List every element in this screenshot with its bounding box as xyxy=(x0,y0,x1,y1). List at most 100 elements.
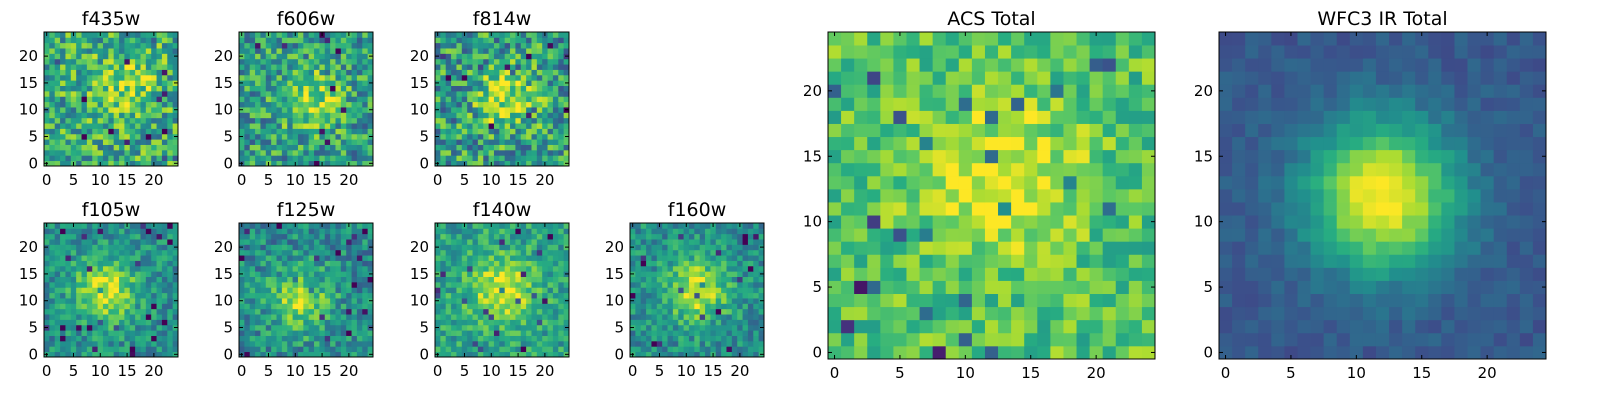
cell xyxy=(172,265,179,272)
cell xyxy=(145,249,152,256)
cell xyxy=(558,303,565,310)
cell xyxy=(971,188,986,203)
cell xyxy=(265,330,272,336)
cell xyxy=(536,64,543,70)
cell xyxy=(1063,345,1077,360)
panel-title: f140w xyxy=(473,199,532,221)
cell xyxy=(499,37,506,44)
cell xyxy=(958,175,973,190)
x-tick-label: 0 xyxy=(433,171,443,189)
cell xyxy=(260,149,267,156)
cell xyxy=(86,351,93,358)
cell xyxy=(880,319,894,334)
cell xyxy=(493,330,500,336)
cell xyxy=(726,340,733,347)
cell xyxy=(81,37,88,44)
cell xyxy=(265,281,272,288)
cell xyxy=(737,292,743,299)
cell xyxy=(854,293,868,308)
cell xyxy=(70,233,77,240)
cell xyxy=(70,265,77,272)
cell xyxy=(346,346,352,353)
cell xyxy=(552,112,559,119)
cell xyxy=(1141,280,1156,294)
cell xyxy=(656,346,663,353)
cell xyxy=(276,144,283,151)
cell xyxy=(113,314,120,320)
cell xyxy=(249,314,256,320)
cell xyxy=(167,298,174,304)
cell xyxy=(678,314,684,320)
cell xyxy=(239,69,245,76)
cell xyxy=(1063,228,1077,242)
cell xyxy=(477,276,484,283)
cell xyxy=(488,255,495,261)
cell xyxy=(97,64,104,70)
cell xyxy=(472,155,479,162)
cell xyxy=(526,133,532,140)
cell xyxy=(493,149,500,156)
cell xyxy=(683,287,690,294)
cell xyxy=(97,260,104,267)
cell xyxy=(260,335,267,342)
cell xyxy=(135,351,141,358)
cell xyxy=(367,42,374,49)
cell xyxy=(1050,306,1064,321)
cell xyxy=(108,351,115,358)
cell xyxy=(151,239,157,245)
cell xyxy=(324,223,331,229)
cell xyxy=(672,249,679,256)
cell xyxy=(287,303,293,310)
cell xyxy=(504,90,511,97)
cell xyxy=(504,223,511,229)
cell xyxy=(119,314,125,320)
cell xyxy=(477,37,484,44)
cell xyxy=(356,101,363,108)
cell xyxy=(324,48,331,54)
cell xyxy=(451,123,457,129)
cell xyxy=(346,112,352,119)
cell xyxy=(102,74,109,81)
cell xyxy=(542,228,548,235)
cell xyxy=(281,53,288,60)
cell xyxy=(308,287,315,294)
cell xyxy=(351,80,358,86)
cell xyxy=(129,340,136,347)
cell xyxy=(356,32,363,38)
cell xyxy=(319,133,326,140)
cell xyxy=(499,155,506,162)
cell xyxy=(167,265,174,272)
cell xyxy=(483,64,489,70)
cell xyxy=(319,64,326,70)
cell xyxy=(640,335,647,342)
cell xyxy=(520,260,527,267)
cell xyxy=(324,42,331,49)
cell xyxy=(906,162,920,177)
heatmap-cells-acs-total xyxy=(828,32,1156,360)
cell xyxy=(281,96,288,103)
cell xyxy=(151,303,157,310)
cell xyxy=(828,202,842,216)
cell xyxy=(651,239,658,245)
cell xyxy=(547,292,554,299)
cell xyxy=(351,314,358,320)
cell xyxy=(526,260,532,267)
cell xyxy=(715,255,722,261)
cell xyxy=(113,233,120,240)
cell xyxy=(542,149,548,156)
cell xyxy=(340,265,347,272)
cell xyxy=(699,239,706,245)
cell xyxy=(440,276,447,283)
cell xyxy=(753,314,760,320)
cell xyxy=(167,249,174,256)
cell xyxy=(710,239,717,245)
cell xyxy=(92,249,98,256)
cell xyxy=(76,271,82,277)
cell xyxy=(456,281,463,288)
cell xyxy=(281,85,288,92)
cell xyxy=(1102,332,1117,347)
cell xyxy=(456,228,463,235)
cell xyxy=(319,287,326,294)
cell xyxy=(483,330,489,336)
cell xyxy=(536,128,543,135)
